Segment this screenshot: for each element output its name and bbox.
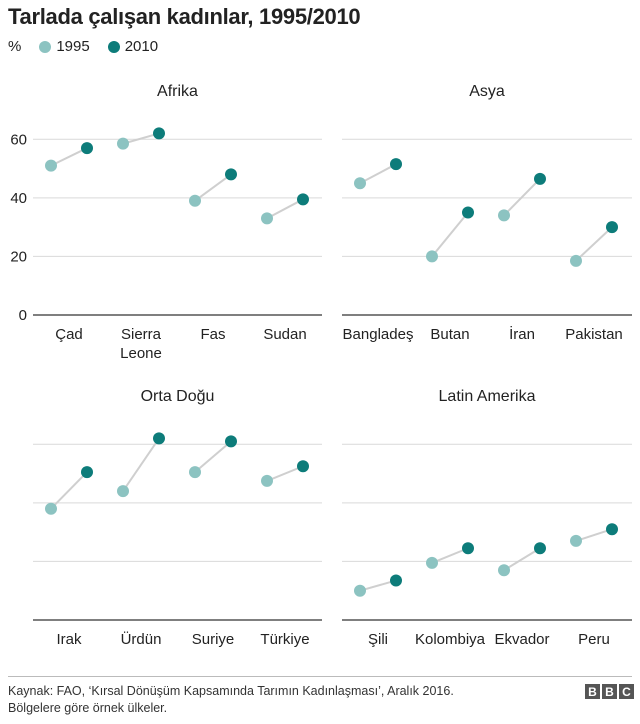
connector-line <box>266 198 304 220</box>
data-point-2010 <box>606 523 618 536</box>
connector-line <box>194 173 232 202</box>
data-point-1995 <box>117 137 129 150</box>
data-point-1995 <box>189 466 201 479</box>
connector-line <box>431 211 469 258</box>
category-label: Sudan <box>263 326 306 343</box>
y-tick-label: 40 <box>10 190 27 207</box>
data-point-1995 <box>45 502 57 515</box>
category-label: Kolombiya <box>415 631 486 648</box>
data-point-1995 <box>498 564 510 577</box>
connector-line <box>503 547 541 572</box>
connector-line <box>575 226 613 262</box>
data-point-2010 <box>534 542 546 555</box>
data-point-2010 <box>81 142 93 155</box>
data-point-1995 <box>354 584 366 597</box>
data-point-2010 <box>462 542 474 555</box>
category-label: Şili <box>368 631 388 648</box>
footer-divider <box>8 676 632 677</box>
connector-line <box>575 528 613 542</box>
data-point-2010 <box>297 460 309 473</box>
y-tick-label: 0 <box>19 307 27 324</box>
category-label: Suriye <box>192 631 235 648</box>
y-tick-label: 60 <box>10 131 27 148</box>
data-point-1995 <box>354 177 366 190</box>
panel-title: Afrika <box>157 83 198 100</box>
source-subnote: Bölgelere göre örnek ülkeler. <box>8 701 168 715</box>
data-point-1995 <box>261 474 273 487</box>
legend-swatch-2010 <box>107 40 120 53</box>
data-point-2010 <box>390 574 402 587</box>
category-label: Irak <box>56 631 82 648</box>
category-label: Sierra Leone <box>120 326 162 362</box>
data-point-2010 <box>390 158 402 171</box>
dumbbell-chart: Afrika 0 20 40 60 Çad Sierra Leone Fas Sudan Asya B… <box>10 83 632 648</box>
legend-swatch-1995 <box>39 40 52 53</box>
category-label: Ekvador <box>494 631 549 648</box>
data-point-1995 <box>570 534 582 547</box>
category-label: Fas <box>200 326 225 343</box>
legend-item-2010: 2010 <box>107 38 159 55</box>
category-label: Türkiye <box>260 631 309 648</box>
connector-line <box>194 440 232 473</box>
legend-unit: % <box>8 38 22 55</box>
legend: % 1995 2010 <box>8 38 158 55</box>
y-tick-label: 20 <box>10 248 27 265</box>
connector-line <box>122 437 160 492</box>
connector-line <box>359 579 397 592</box>
connector-line <box>122 132 160 145</box>
legend-label-2010: 2010 <box>124 38 159 55</box>
category-label: Bangladeş <box>343 326 414 343</box>
data-point-1995 <box>117 485 129 498</box>
category-label: Ürdün <box>121 630 162 648</box>
data-point-2010 <box>81 466 93 479</box>
data-point-2010 <box>606 221 618 234</box>
panel-title: Orta Doğu <box>141 388 215 405</box>
data-point-2010 <box>225 435 237 448</box>
connector-line <box>431 547 469 564</box>
data-point-1995 <box>45 159 57 172</box>
connector-line <box>359 163 397 185</box>
data-point-1995 <box>426 250 438 263</box>
source-text: Kaynak: FAO, ‘Kırsal Dönüşüm Kapsamında … <box>8 684 454 698</box>
category-label: Butan <box>430 326 469 343</box>
panel-title: Asya <box>469 83 505 100</box>
panel-title: Latin Amerika <box>439 388 536 405</box>
data-point-1995 <box>261 212 273 225</box>
legend-item-1995: 1995 <box>39 38 90 55</box>
bbc-logo-letter: B <box>602 684 617 699</box>
data-point-1995 <box>570 254 582 267</box>
data-point-1995 <box>498 209 510 222</box>
bbc-logo-letter: C <box>619 684 634 699</box>
data-point-2010 <box>225 168 237 181</box>
category-label: Peru <box>578 631 610 648</box>
chart-title: Tarlada çalışan kadınlar, 1995/2010 <box>8 4 361 29</box>
data-point-1995 <box>426 556 438 569</box>
data-point-2010 <box>534 172 546 185</box>
source-note: Kaynak: FAO, ‘Kırsal Dönüşüm Kapsamında … <box>8 683 454 717</box>
connector-line <box>50 147 88 167</box>
connector-line <box>50 471 88 510</box>
data-point-2010 <box>462 206 474 219</box>
legend-label-1995: 1995 <box>56 38 90 55</box>
bbc-logo: B B C <box>585 684 634 699</box>
data-point-2010 <box>297 193 309 206</box>
bbc-logo-letter: B <box>585 684 600 699</box>
connector-line <box>266 465 304 482</box>
data-point-1995 <box>189 194 201 207</box>
category-label: Pakistan <box>565 326 623 343</box>
data-point-2010 <box>153 127 165 140</box>
connector-line <box>503 178 541 217</box>
category-label: Çad <box>55 326 83 343</box>
category-label: İran <box>509 325 535 343</box>
data-point-2010 <box>153 432 165 445</box>
